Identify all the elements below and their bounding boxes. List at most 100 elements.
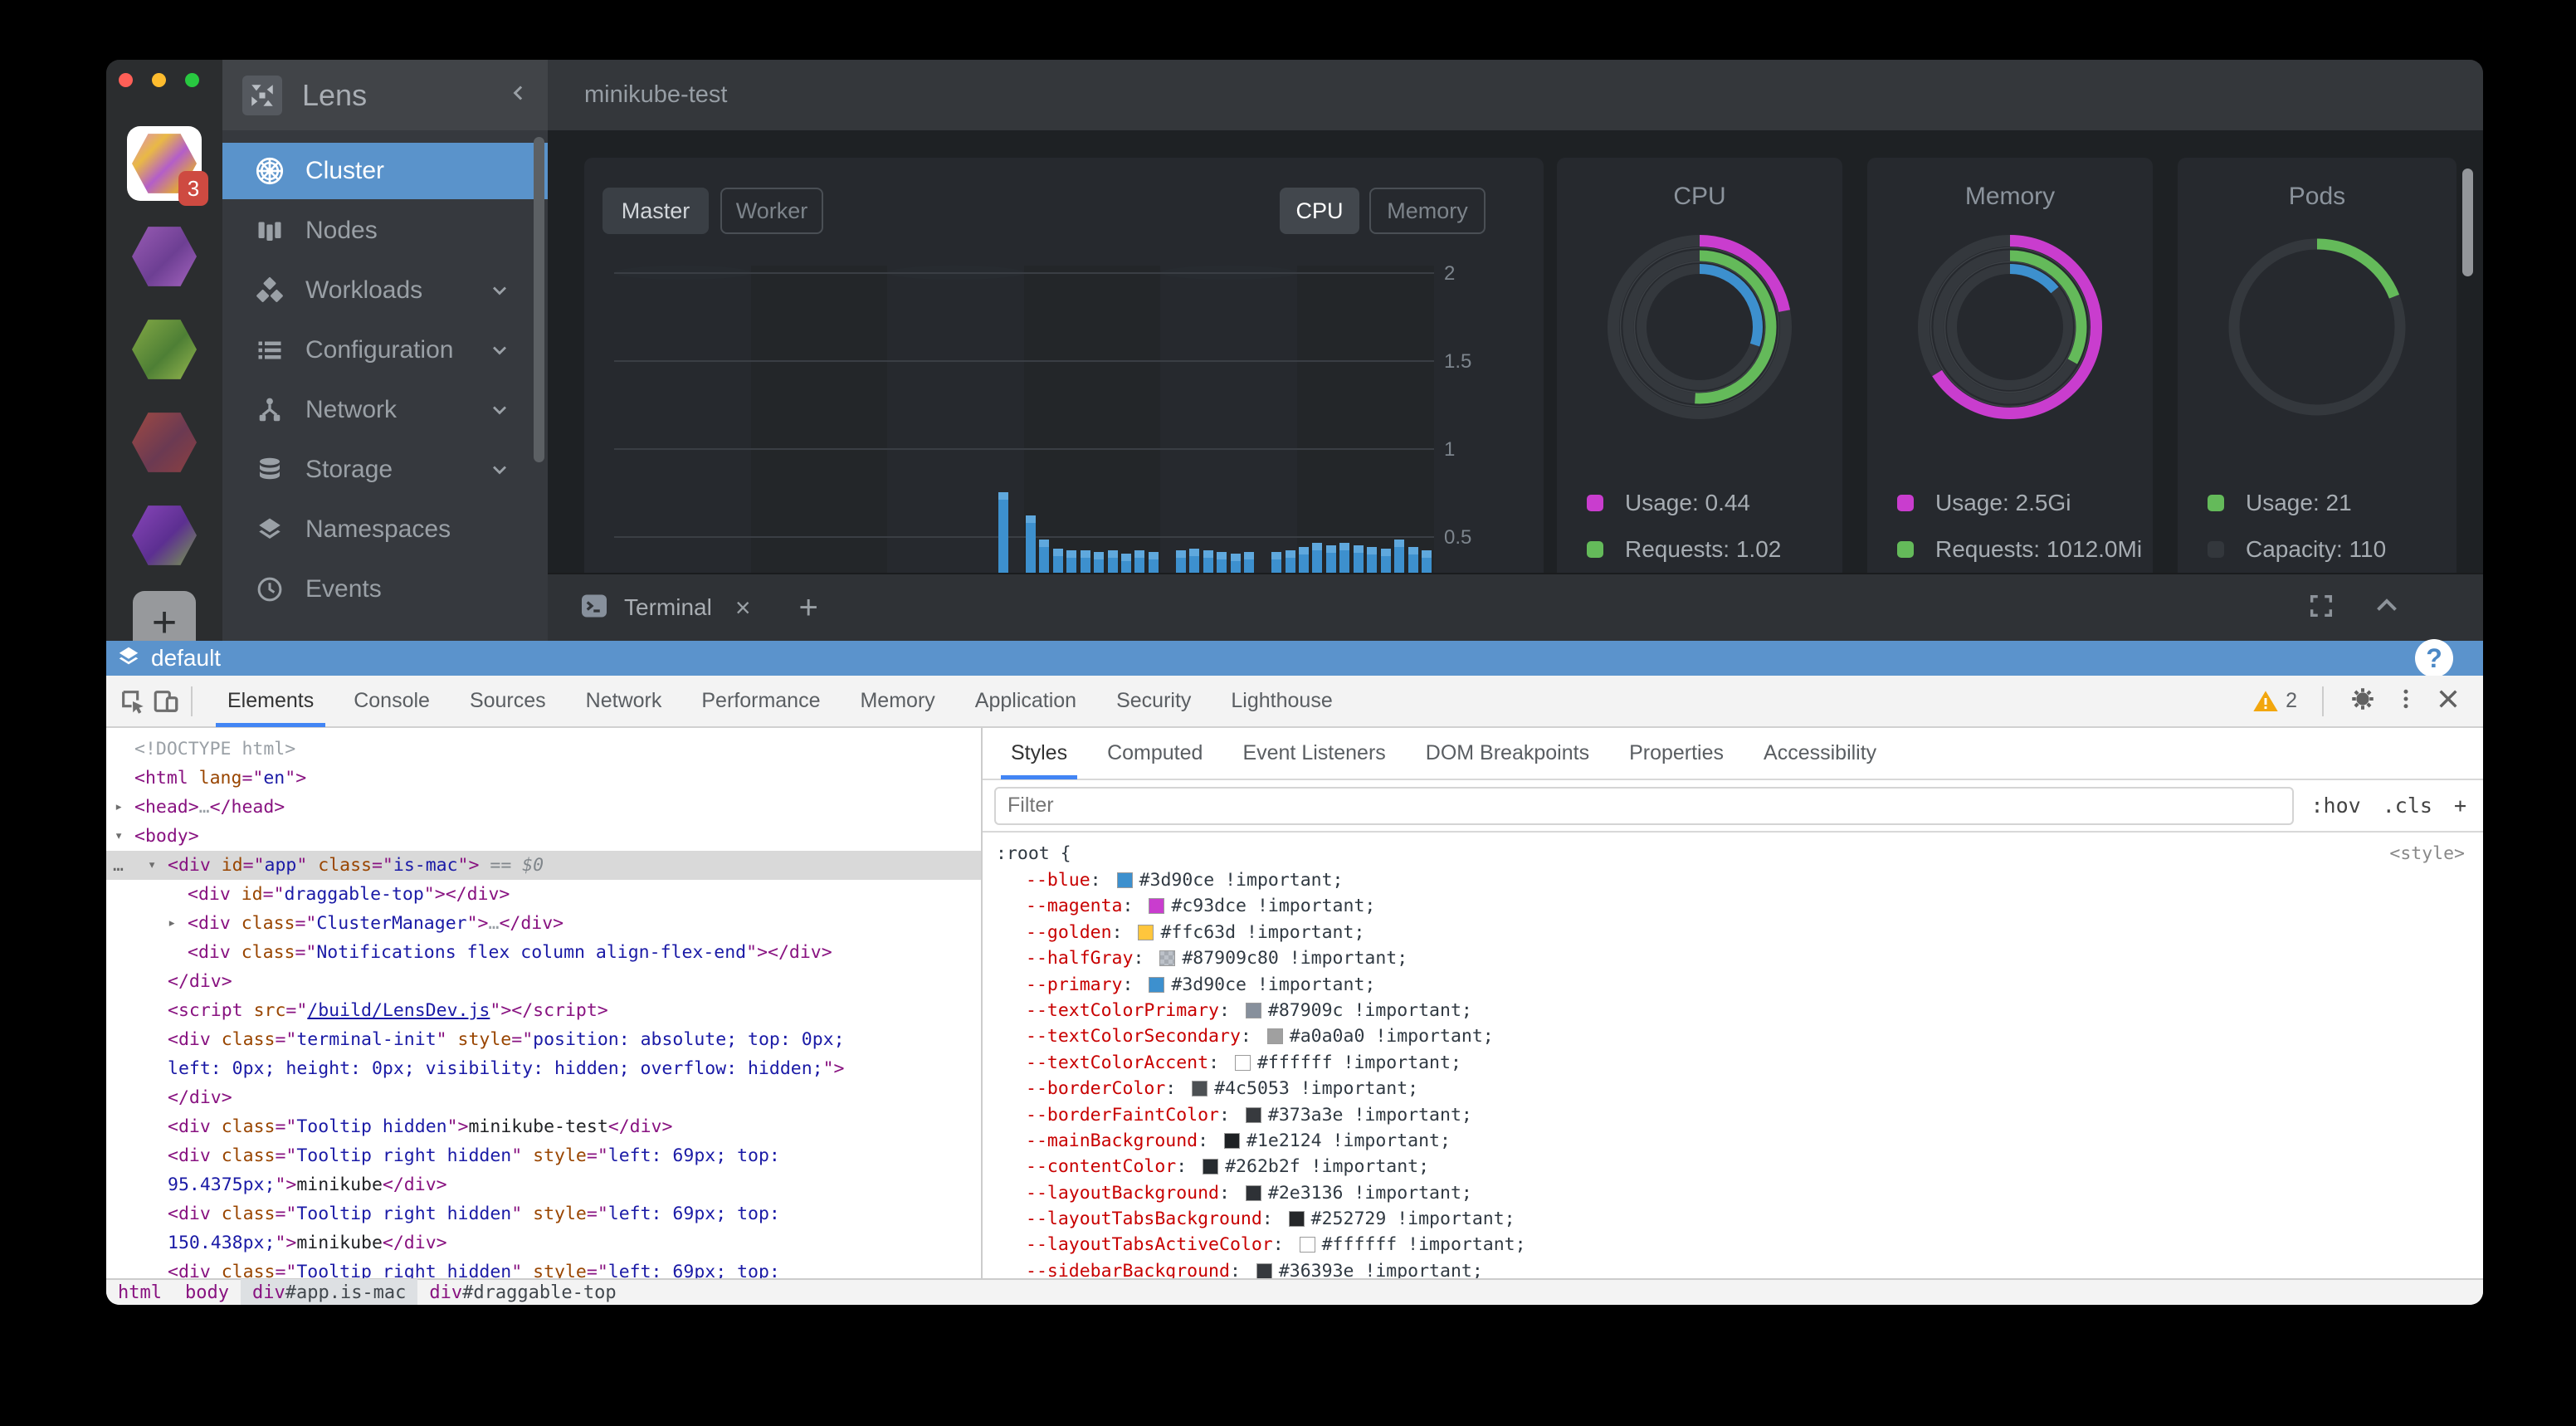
close-window-button[interactable]	[119, 73, 133, 87]
color-swatch[interactable]	[1256, 1262, 1272, 1278]
cluster-icon-1[interactable]: 3	[127, 126, 208, 206]
color-swatch[interactable]	[1192, 1081, 1208, 1097]
tree-collapse-arrow[interactable]: ▾	[148, 857, 157, 873]
css-property-row[interactable]: --golden: #ffc63d !important;	[1026, 921, 1365, 943]
sidebar-item-namespaces[interactable]: Namespaces	[222, 501, 548, 558]
sidebar-item-configuration[interactable]: Configuration	[222, 322, 548, 378]
metric-tab-memory[interactable]: Memory	[1369, 188, 1486, 234]
terminal-tab-close-icon[interactable]: ×	[734, 592, 751, 623]
cpu-usage-bar[interactable]	[1271, 552, 1282, 573]
css-property-row[interactable]: --borderColor: #4c5053 !important;	[1026, 1078, 1419, 1100]
cluster-icon-5[interactable]	[127, 498, 202, 573]
dom-tree-row[interactable]: <div id="draggable-top"></div>	[188, 884, 510, 905]
breadcrumb-div-app-is-mac[interactable]: div #app.is-mac	[240, 1279, 418, 1305]
cpu-usage-bar[interactable]	[1394, 540, 1405, 573]
dom-tree-row[interactable]: ▸ <head>…</head>	[106, 793, 981, 822]
cpu-usage-bar[interactable]	[1367, 546, 1378, 573]
sidebar-item-workloads[interactable]: Workloads	[222, 262, 548, 319]
help-button[interactable]: ?	[2415, 639, 2453, 677]
devtools-tab-application[interactable]: Application	[974, 689, 1077, 712]
cpu-usage-bar[interactable]	[1189, 548, 1200, 573]
cpu-usage-bar[interactable]	[1148, 552, 1159, 573]
sidebar-item-nodes[interactable]: Nodes	[222, 203, 548, 259]
namespace-label[interactable]: default	[151, 645, 222, 671]
cpu-usage-bar[interactable]	[1408, 546, 1418, 573]
devtools-tab-performance[interactable]: Performance	[701, 689, 821, 712]
node-tab-worker[interactable]: Worker	[720, 188, 823, 234]
zoom-window-button[interactable]	[185, 73, 199, 87]
styles-tab-event-listeners[interactable]: Event Listeners	[1242, 741, 1386, 764]
css-rule-source[interactable]: <style>	[2389, 843, 2465, 864]
devtools-tab-elements[interactable]: Elements	[207, 675, 334, 727]
minimize-window-button[interactable]	[152, 73, 166, 87]
color-swatch[interactable]	[1149, 976, 1165, 993]
color-swatch[interactable]	[1149, 898, 1165, 915]
color-swatch[interactable]	[1245, 1106, 1261, 1123]
css-property-row[interactable]: --halfGray: #87909c80 !important;	[1026, 948, 1408, 969]
dock-fullscreen-icon[interactable]	[2307, 592, 2335, 624]
devtools-tab-console[interactable]: Console	[354, 689, 430, 712]
cpu-usage-bar[interactable]	[1052, 548, 1063, 573]
cpu-usage-bar[interactable]	[1339, 543, 1350, 573]
dom-tree-row[interactable]: ▸ <div class="ClusterManager">…</div>	[106, 909, 981, 938]
sidebar-scrollbar-thumb[interactable]	[534, 137, 544, 462]
devtools-close-icon[interactable]	[2435, 686, 2461, 716]
cpu-usage-bar[interactable]	[1107, 549, 1118, 573]
devtools-tab-sources[interactable]: Sources	[469, 689, 546, 712]
breadcrumb-html[interactable]: html	[118, 1282, 162, 1303]
css-property-row[interactable]: --mainBackground: #1e2124 !important;	[1026, 1130, 1451, 1151]
node-tab-master[interactable]: Master	[603, 188, 709, 234]
content-scrollbar-thumb[interactable]	[2462, 168, 2473, 276]
dom-tree-row[interactable]: </div>	[168, 971, 232, 992]
styles-tab-dom-breakpoints[interactable]: DOM Breakpoints	[1425, 741, 1590, 764]
cpu-usage-bar[interactable]	[1422, 549, 1432, 573]
dom-tree-row[interactable]: <script src="/build/LensDev.js"></script…	[168, 1000, 608, 1021]
css-property-row[interactable]: --contentColor: #262b2f !important;	[1026, 1156, 1430, 1178]
warning-icon[interactable]: 2	[2252, 688, 2297, 715]
cluster-icon-2[interactable]	[127, 219, 202, 294]
dom-tree-row[interactable]: <div class="Tooltip hidden">minikube-tes…	[168, 1116, 673, 1137]
dom-tree-row[interactable]: </div>	[168, 1087, 232, 1108]
tree-expand-arrow[interactable]: ▸	[168, 915, 177, 931]
color-swatch[interactable]	[1138, 924, 1154, 940]
css-property-row[interactable]: --blue: #3d90ce !important;	[1026, 870, 1344, 891]
devtools-settings-gear-icon[interactable]	[2349, 685, 2377, 717]
devtools-tab-memory[interactable]: Memory	[860, 689, 935, 712]
cluster-icon-4[interactable]	[127, 405, 202, 480]
toggle-classes-button[interactable]: .cls	[2382, 794, 2432, 818]
tree-gutter-ellipsis[interactable]: …	[113, 855, 124, 876]
css-property-row[interactable]: --primary: #3d90ce !important;	[1026, 974, 1376, 995]
styles-tab-styles[interactable]: Styles	[991, 728, 1087, 779]
cpu-usage-bar[interactable]	[1244, 552, 1255, 573]
devtools-kebab-menu-icon[interactable]	[2393, 686, 2418, 715]
cpu-usage-bar[interactable]	[1039, 540, 1050, 573]
css-property-row[interactable]: --layoutTabsBackground: #252729 !importa…	[1026, 1209, 1515, 1230]
cpu-usage-bar[interactable]	[1380, 548, 1391, 573]
styles-filter-input[interactable]	[994, 786, 2294, 825]
dom-tree-row[interactable]: … ▾ <div id="app" class="is-mac"> == $0	[106, 851, 981, 880]
dom-tree-row[interactable]: <div class="terminal-init" style="positi…	[168, 1029, 845, 1050]
dom-tree-row[interactable]: <!DOCTYPE html>	[134, 739, 296, 759]
cpu-usage-bar[interactable]	[1325, 545, 1336, 573]
cpu-usage-bar[interactable]	[1094, 552, 1105, 573]
devtools-tab-lighthouse[interactable]: Lighthouse	[1231, 689, 1333, 712]
cpu-usage-bar[interactable]	[1080, 549, 1090, 573]
terminal-tab-label[interactable]: Terminal	[624, 594, 712, 620]
cpu-usage-bar[interactable]	[998, 492, 1008, 573]
sidebar-item-cluster[interactable]: Cluster	[222, 143, 548, 199]
inspect-element-icon[interactable]	[116, 685, 149, 718]
css-property-row[interactable]: --magenta: #c93dce !important;	[1026, 896, 1376, 917]
dom-tree-row[interactable]: <div class="Tooltip right hidden" style=…	[168, 1145, 780, 1166]
color-swatch[interactable]	[1245, 1184, 1261, 1201]
dom-tree-row[interactable]: <html lang="en">	[134, 768, 307, 789]
css-property-row[interactable]: --layoutBackground: #2e3136 !important;	[1026, 1182, 1472, 1204]
styles-tab-accessibility[interactable]: Accessibility	[1764, 741, 1877, 764]
css-property-row[interactable]: --textColorAccent: #ffffff !important;	[1026, 1052, 1461, 1073]
css-property-row[interactable]: --borderFaintColor: #373a3e !important;	[1026, 1104, 1472, 1126]
css-property-row[interactable]: --sidebarBackground: #36393e !important;	[1026, 1260, 1483, 1278]
dock-collapse-chevron-up-icon[interactable]	[2372, 591, 2402, 625]
breadcrumb-body[interactable]: body	[184, 1282, 229, 1303]
dom-tree-row[interactable]: <div class="Tooltip right hidden" style=…	[168, 1262, 780, 1278]
cluster-icon-3[interactable]	[127, 312, 202, 387]
color-swatch[interactable]	[1116, 872, 1133, 888]
